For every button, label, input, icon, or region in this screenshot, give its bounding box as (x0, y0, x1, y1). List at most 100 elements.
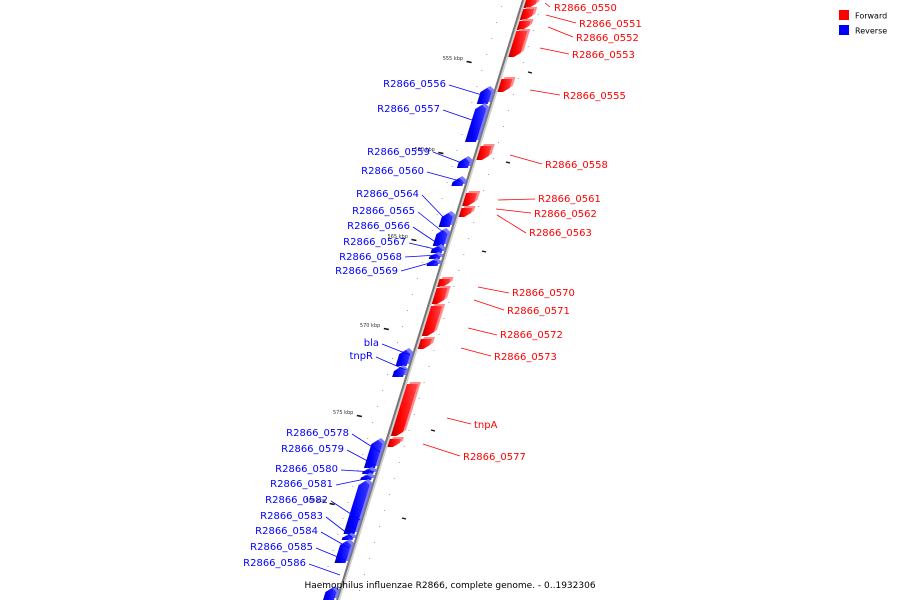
axis-dot (382, 390, 384, 391)
leader-line (467, 327, 498, 336)
gene-body (523, 0, 537, 8)
axis-dot (478, 206, 480, 207)
legend-reverse-swatch (839, 25, 849, 35)
reverse-gene-12 (362, 467, 377, 474)
axis-dot (532, 30, 534, 31)
forward-gene-0 (523, 0, 540, 8)
axis-dot (443, 318, 445, 319)
tick-mark (527, 71, 533, 74)
axis-dot (377, 406, 379, 407)
axis-dot (403, 446, 405, 447)
axis-dot (453, 286, 455, 287)
axis-dot (359, 590, 361, 591)
gene-label-bla: bla (364, 338, 379, 349)
axis-dot (372, 422, 374, 423)
gene-label-r2866-0573: R2866_0573 (494, 352, 557, 363)
axis-dot (537, 14, 539, 15)
leader-line (375, 356, 407, 371)
gene-body (323, 588, 337, 600)
leader-line (404, 254, 439, 258)
axis-dot (446, 182, 448, 183)
axis-dot (471, 102, 473, 103)
leader-line (496, 214, 527, 234)
forward-gene-7 (458, 206, 476, 217)
gene-body (456, 158, 470, 168)
axis-dot (378, 526, 380, 527)
tick-mark (430, 429, 436, 432)
axis-dot (401, 326, 403, 327)
gene-labels: R2866_0550 R2866_0551 R2866_0552 R2866_0553… (243, 2, 642, 576)
forward-gene-8 (437, 277, 454, 287)
gene-label-r2866-0582: R2866_0582 (265, 495, 328, 506)
leader-line (544, 2, 551, 8)
gene-label-r2866-0561: R2866_0561 (538, 194, 601, 205)
gene-features (323, 0, 540, 600)
axis-dot (522, 62, 524, 63)
leader-line (460, 347, 492, 357)
axis-dot (337, 534, 339, 535)
leader-line (320, 531, 350, 549)
axis-dot (436, 214, 438, 215)
forward-gene-9 (431, 286, 451, 304)
leader-line (330, 500, 361, 521)
axis-dot (507, 110, 509, 111)
forward-gene-3 (508, 29, 531, 57)
axis-dot (517, 78, 519, 79)
axis-dot (362, 454, 364, 455)
reverse-gene-14 (343, 479, 373, 534)
gene-label-tnpa: tnpA (474, 420, 498, 431)
gene-label-r2866-0566: R2866_0566 (347, 221, 410, 232)
axis-dot (416, 278, 418, 279)
gene-label-r2866-0570: R2866_0570 (512, 288, 575, 299)
axis-dot (497, 142, 499, 143)
tick-label: 555 kbp (443, 56, 463, 62)
axis-dot (398, 462, 400, 463)
leader-line (381, 343, 411, 356)
leader-line (412, 226, 441, 246)
leader-line (308, 563, 341, 576)
leader-line (315, 547, 346, 561)
axis-dot (364, 574, 366, 575)
gene-label-r2866-0557: R2866_0557 (377, 104, 440, 115)
axis-dot (332, 550, 334, 551)
leader-line (448, 84, 483, 96)
leader-line (539, 47, 570, 55)
gene-body (343, 481, 370, 534)
axis-dot (468, 238, 470, 239)
axis-dot (458, 270, 460, 271)
axis-dot (456, 150, 458, 151)
scale-ticks: 555 kbp 560 kbp 565 kbp 570 kbp 575 kbp 580 k… (306, 56, 533, 520)
axis-dot (481, 70, 483, 71)
axis-dot (496, 22, 498, 23)
axis-dot (357, 470, 359, 471)
gene-label-r2866-0569: R2866_0569 (335, 266, 398, 277)
genome-axis (336, 0, 526, 600)
gene-label-r2866-0586: R2866_0586 (243, 558, 306, 569)
axis-dot (322, 582, 324, 583)
gene-body (476, 146, 492, 160)
tick-mark (466, 60, 472, 64)
axis-dots (322, 6, 539, 591)
reverse-gene-5 (432, 228, 451, 246)
tick-mark (481, 250, 487, 253)
tick-label: 560 kbp (414, 147, 434, 153)
gene-label-r2866-0584: R2866_0584 (255, 526, 318, 537)
axis-dot (431, 230, 433, 231)
axis-dot (383, 510, 385, 511)
gene-body (519, 9, 535, 20)
axis-dot (451, 166, 453, 167)
axis-dot (342, 518, 344, 519)
leader-line (335, 477, 371, 486)
gene-body (387, 439, 401, 447)
leader-line (547, 26, 574, 38)
axis-dot (448, 302, 450, 303)
gene-label-r2866-0562: R2866_0562 (534, 209, 597, 220)
reverse-gene-13 (360, 473, 375, 480)
leader-line (400, 260, 438, 272)
axis-dot (473, 222, 475, 223)
axis-dot (421, 262, 423, 263)
tick-mark (401, 517, 407, 520)
axis-dot (463, 254, 465, 255)
leader-line (497, 198, 536, 201)
gene-body (417, 339, 432, 349)
